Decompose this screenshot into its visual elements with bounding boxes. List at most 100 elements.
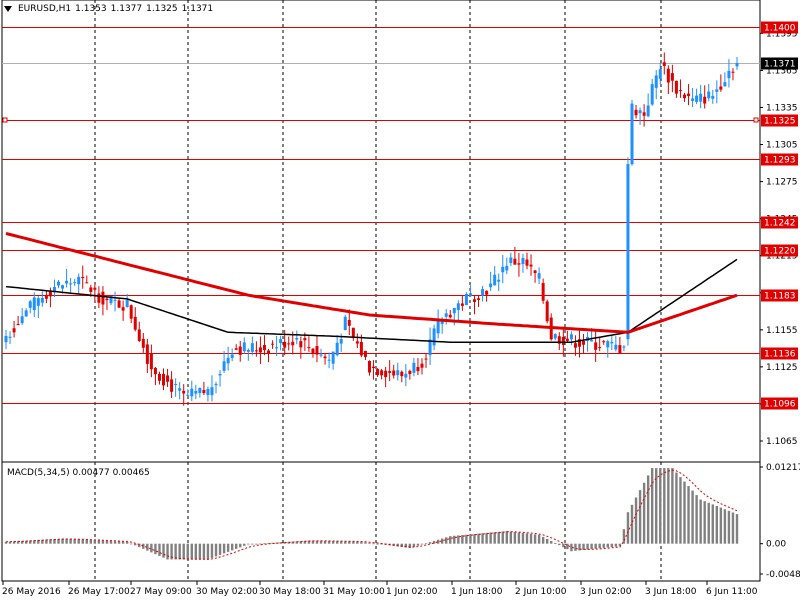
candle-body <box>630 103 634 165</box>
candle-body <box>242 342 246 352</box>
macd-histogram-bar <box>703 501 706 544</box>
candle-body <box>505 265 509 271</box>
macd-histogram-bar <box>295 541 298 544</box>
macd-histogram-bar <box>41 539 44 544</box>
candle-body <box>456 303 460 311</box>
macd-histogram-bar <box>53 539 56 544</box>
macd-histogram-bar <box>162 543 165 558</box>
macd-histogram-bar <box>558 543 561 546</box>
candle-body <box>331 351 335 364</box>
macd-histogram-bar <box>574 543 577 551</box>
candle-body <box>4 336 8 343</box>
current-price-label: 1.1371 <box>764 60 796 70</box>
macd-histogram-bar <box>630 504 634 544</box>
level-price-label: 1.1325 <box>764 117 796 127</box>
candle-body <box>210 387 214 396</box>
candle-body <box>335 342 339 356</box>
macd-histogram-bar <box>731 512 735 544</box>
macd-histogram-bar <box>655 468 658 544</box>
macd-histogram-bar <box>695 495 698 544</box>
macd-histogram-bar <box>109 541 113 544</box>
macd-histogram-bar <box>85 539 88 544</box>
candle-body <box>400 371 404 377</box>
candle-body <box>408 370 412 375</box>
macd-histogram-bar <box>226 543 230 552</box>
candle-body <box>323 356 327 359</box>
candle-body <box>485 290 489 295</box>
candle-body <box>404 373 408 378</box>
macd-histogram-bar <box>364 542 367 544</box>
candle-body <box>190 388 194 397</box>
macd-histogram-bar <box>307 540 311 544</box>
macd-histogram-bar <box>331 541 335 544</box>
macd-histogram-bar <box>154 543 157 555</box>
candle-body <box>315 346 319 355</box>
candle-body <box>715 89 719 92</box>
candle-body <box>590 340 594 342</box>
macd-histogram-bar <box>158 543 161 556</box>
candle-body <box>16 324 20 326</box>
level-price-label: 1.1183 <box>764 292 796 302</box>
candle-body <box>287 343 291 345</box>
candle-body <box>258 347 262 353</box>
time-axis-label: 1 Jun 02:00 <box>386 587 438 597</box>
candle-body <box>545 301 549 322</box>
chevron-down-icon[interactable] <box>4 6 12 12</box>
time-axis-label: 30 May 02:00 <box>196 587 258 597</box>
candle-body <box>594 342 598 350</box>
candle-body <box>113 299 117 301</box>
candle-body <box>319 354 323 356</box>
macd-histogram-bar <box>469 534 472 544</box>
candle-body <box>178 388 182 391</box>
candle-body <box>420 363 424 368</box>
candle-body <box>477 298 481 300</box>
candle-body <box>642 112 646 116</box>
candle-body <box>444 313 448 317</box>
candle-body <box>638 110 642 114</box>
candle-body <box>291 341 295 346</box>
candle-body <box>271 343 275 345</box>
level-price-tag <box>761 347 798 360</box>
candle-body <box>347 319 351 326</box>
macd-histogram-bar <box>408 543 412 549</box>
close-value: 1.1371 <box>181 4 214 14</box>
candle-body <box>57 281 61 286</box>
candle-body <box>141 338 145 348</box>
macd-histogram-bar <box>699 499 702 544</box>
symbol-label: EURUSD,H1 <box>18 4 72 14</box>
candle-body <box>20 316 24 324</box>
chart-title: EURUSD,H1 1.1353 1.1377 1.1325 1.1371 <box>4 4 213 14</box>
time-axis-label: 27 May 09:00 <box>130 587 192 597</box>
macd-histogram-bar <box>170 543 173 560</box>
macd-histogram-bar <box>20 540 24 544</box>
macd-histogram-bar <box>303 540 307 544</box>
candle-body <box>541 283 545 301</box>
candle-body <box>367 360 371 373</box>
candle-body <box>226 357 230 364</box>
macd-histogram-bar <box>663 468 666 544</box>
macd-histogram-bar <box>400 543 403 548</box>
macd-histogram-bar <box>340 541 343 544</box>
candle-body <box>658 69 662 79</box>
macd-histogram-bar <box>198 543 202 560</box>
candle-body <box>28 301 32 308</box>
macd-histogram-bar <box>432 540 436 544</box>
macd-histogram-bar <box>626 512 630 544</box>
macd-histogram-bar <box>117 541 121 544</box>
macd-histogram-bar <box>727 510 731 544</box>
macd-histogram-bar <box>578 543 581 551</box>
candle-body <box>254 350 258 352</box>
macd-histogram-bar <box>113 541 117 544</box>
candle-body <box>735 63 739 67</box>
candle-body <box>553 334 557 339</box>
macd-histogram-bar <box>691 490 694 544</box>
macd-histogram-bar <box>210 543 214 558</box>
macd-histogram-bar <box>586 543 589 550</box>
candle-body <box>48 290 52 297</box>
macd-histogram-bar <box>182 543 185 560</box>
candle-body <box>691 98 695 101</box>
candle-body <box>145 344 149 364</box>
candle-body <box>343 316 347 331</box>
